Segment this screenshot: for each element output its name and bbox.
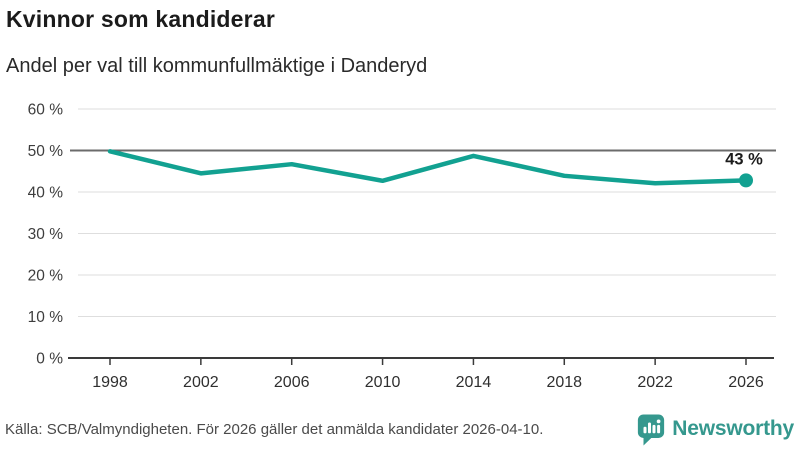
x-tick-label: 2006 <box>274 374 310 391</box>
y-tick-label: 10 % <box>28 309 64 326</box>
end-value-label: 43 % <box>725 150 763 168</box>
chart-footer: Källa: SCB/Valmyndigheten. För 2026 gäll… <box>0 412 800 450</box>
newsworthy-logo-text: Newsworthy <box>672 417 794 440</box>
x-tick-label: 2022 <box>637 374 673 391</box>
x-tick-label: 2010 <box>365 374 401 391</box>
chart-subtitle: Andel per val till kommunfullmäktige i D… <box>6 55 428 77</box>
y-tick-label: 0 % <box>36 351 63 368</box>
x-tick-label: 1998 <box>92 374 128 391</box>
x-tick-label: 2026 <box>728 374 764 391</box>
x-tick-label: 2002 <box>183 374 219 391</box>
y-tick-label: 50 % <box>28 143 64 160</box>
line-chart: 0 % 10 % 20 % 30 % 40 % 50 % 60 % 1998 2002 2006 2… <box>28 102 776 391</box>
source-note: Källa: SCB/Valmyndigheten. För 2026 gäll… <box>5 420 544 438</box>
chart-title: Kvinnor som kandiderar <box>6 6 275 32</box>
newsworthy-logo: Newsworthy <box>636 413 794 446</box>
newsworthy-logo-icon <box>638 414 665 445</box>
end-point-marker <box>738 173 753 188</box>
chart-header: Kvinnor som kandiderar Andel per val til… <box>0 0 800 78</box>
x-tick-label: 2018 <box>546 374 582 391</box>
y-tick-label: 30 % <box>28 226 64 243</box>
y-tick-label: 20 % <box>28 268 64 285</box>
x-tick-label: 2014 <box>456 374 492 391</box>
data-line <box>107 149 749 186</box>
y-tick-label: 40 % <box>28 185 64 202</box>
y-tick-label: 60 % <box>28 102 64 119</box>
